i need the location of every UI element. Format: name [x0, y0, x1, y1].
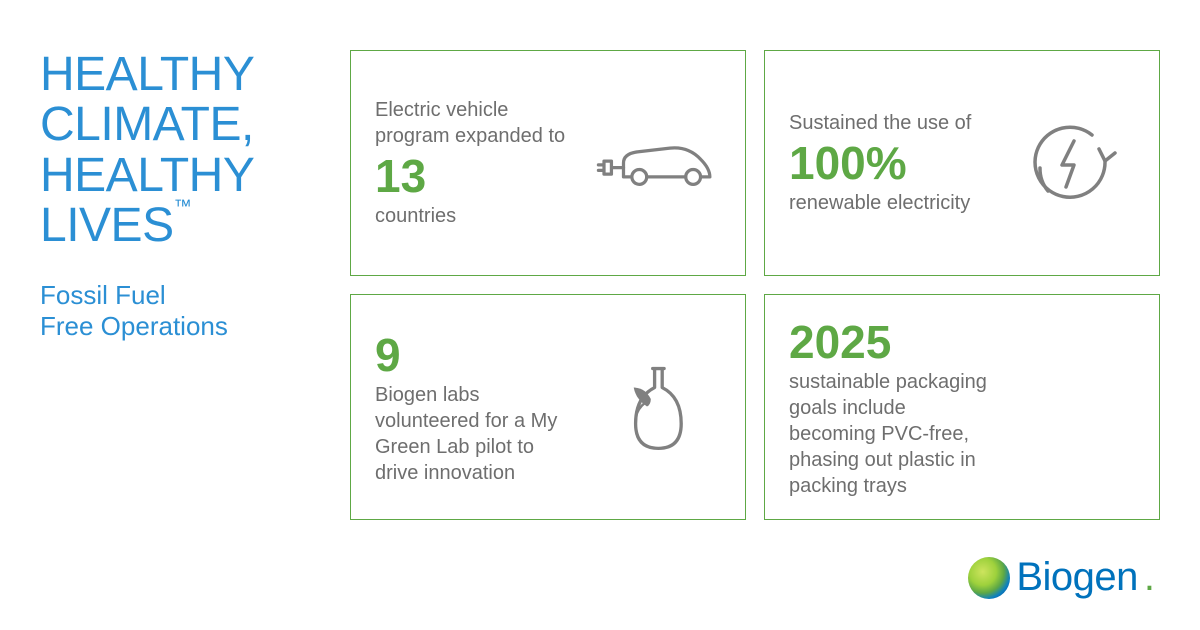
card-pre: Sustained the use of [789, 112, 971, 134]
main-title: HEALTHY CLIMATE, HEALTHY LIVES™ [40, 50, 330, 252]
card-text: Sustained the use of 100% renewable elec… [789, 110, 987, 216]
card-renewable: Sustained the use of 100% renewable elec… [764, 50, 1160, 276]
renewable-energy-icon [1005, 113, 1135, 213]
subtitle: Fossil Fuel Free Operations [40, 280, 330, 342]
flask-leaf-icon [591, 355, 721, 460]
card-pre: Electric vehicle program expanded to [375, 99, 565, 147]
title-line: CLIMATE, [40, 98, 254, 151]
trademark: ™ [174, 196, 192, 216]
card-post: Biogen labs volunteered for a My Green L… [375, 384, 557, 484]
ev-car-icon [591, 123, 721, 203]
recycle-icon [1005, 360, 1135, 455]
card-number: 2025 [789, 319, 987, 365]
title-line: HEALTHY [40, 149, 254, 202]
card-packaging: 2025 sustainable packaging goals include… [764, 294, 1160, 520]
card-number: 100% [789, 140, 987, 186]
card-labs: 9 Biogen labs volunteered for a My Green… [350, 294, 746, 520]
card-text: Electric vehicle program expanded to 13 … [375, 97, 573, 229]
biogen-logo: Biogen. [968, 555, 1155, 600]
card-post: sustainable packaging goals include beco… [789, 371, 987, 497]
card-text: 9 Biogen labs volunteered for a My Green… [375, 328, 573, 486]
card-ev: Electric vehicle program expanded to 13 … [350, 50, 746, 276]
title-line: LIVES [40, 199, 174, 252]
left-column: HEALTHY CLIMATE, HEALTHY LIVES™ Fossil F… [40, 50, 330, 520]
infographic-container: HEALTHY CLIMATE, HEALTHY LIVES™ Fossil F… [0, 0, 1200, 520]
card-number: 9 [375, 332, 573, 378]
card-post: renewable electricity [789, 192, 970, 214]
card-number: 13 [375, 153, 573, 199]
title-line: HEALTHY [40, 48, 254, 101]
globe-icon [968, 557, 1010, 599]
logo-dot: . [1144, 555, 1155, 600]
card-grid: Electric vehicle program expanded to 13 … [350, 50, 1160, 520]
card-post: countries [375, 205, 456, 227]
logo-text: Biogen [1016, 555, 1138, 600]
card-text: 2025 sustainable packaging goals include… [789, 315, 987, 499]
